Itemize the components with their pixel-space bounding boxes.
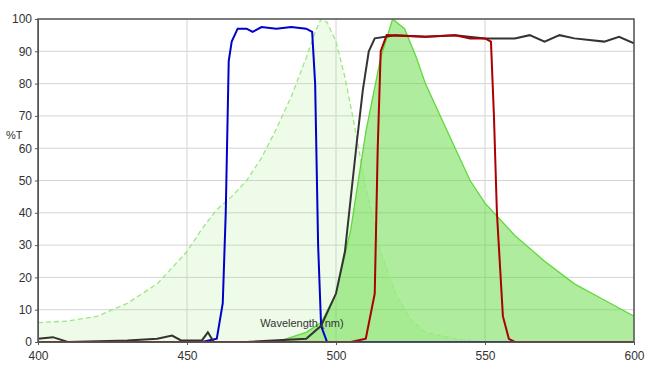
tick-mark (35, 213, 38, 214)
tick-label: 60 (19, 142, 33, 156)
tick: 20 (19, 271, 38, 285)
tick-label: 40 (19, 206, 33, 220)
series-line (38, 35, 634, 342)
area-outline (276, 19, 634, 342)
tick-label: 400 (28, 349, 48, 363)
tick-mark (35, 148, 38, 149)
tick: 80 (19, 77, 38, 91)
tick: 500 (326, 342, 346, 363)
tick: 30 (19, 238, 38, 252)
tick-label: 600 (624, 349, 644, 363)
tick: 60 (19, 142, 38, 156)
tick-label: 70 (19, 109, 33, 123)
tick-mark (35, 19, 38, 20)
tick: 100 (12, 12, 38, 26)
series-line (38, 27, 634, 342)
y-axis-title: %T (6, 129, 23, 141)
tick: 550 (475, 342, 495, 363)
series-line (38, 35, 634, 342)
tick: 450 (177, 342, 197, 363)
x-axis: 400 450 500 550 600 (28, 342, 644, 363)
y-axis: 0 10 20 30 40 50 60 70 80 90 100 (12, 12, 39, 349)
tick-mark (35, 245, 38, 246)
tick-mark (35, 84, 38, 85)
tick: 10 (19, 303, 38, 317)
grid (38, 19, 634, 342)
x-axis-title: Wavelength (nm) (260, 317, 343, 329)
tick-mark (35, 277, 38, 278)
tick-mark (634, 342, 635, 345)
tick-label: 20 (19, 271, 33, 285)
tick-mark (187, 342, 188, 345)
tick: 50 (19, 174, 38, 188)
chart: 400 450 500 550 600 0 10 20 30 40 50 60 70 80 90 100 Wav… (0, 0, 665, 373)
area-fill (276, 19, 634, 342)
tick-label: 550 (475, 349, 495, 363)
plot-frame (38, 19, 634, 342)
plot-area (38, 19, 634, 342)
tick-mark (35, 116, 38, 117)
tick-label: 100 (12, 12, 32, 26)
tick: 0 (25, 335, 38, 349)
tick-label: 0 (25, 335, 32, 349)
tick: 70 (19, 109, 38, 123)
tick-mark (336, 342, 337, 345)
tick-label: 500 (326, 349, 346, 363)
tick-label: 90 (19, 45, 33, 59)
tick: 90 (19, 45, 38, 59)
axis-line (38, 20, 39, 343)
tick-label: 50 (19, 174, 33, 188)
tick-mark (35, 310, 38, 311)
tick: 600 (624, 342, 644, 363)
tick-label: 450 (177, 349, 197, 363)
tick-label: 10 (19, 303, 33, 317)
tick-label: 80 (19, 77, 33, 91)
tick-mark (35, 181, 38, 182)
tick-mark (485, 342, 486, 345)
tick-mark (35, 342, 38, 343)
tick-mark (35, 51, 38, 52)
tick-label: 30 (19, 238, 33, 252)
area-outline (38, 19, 485, 342)
tick: 40 (19, 206, 38, 220)
